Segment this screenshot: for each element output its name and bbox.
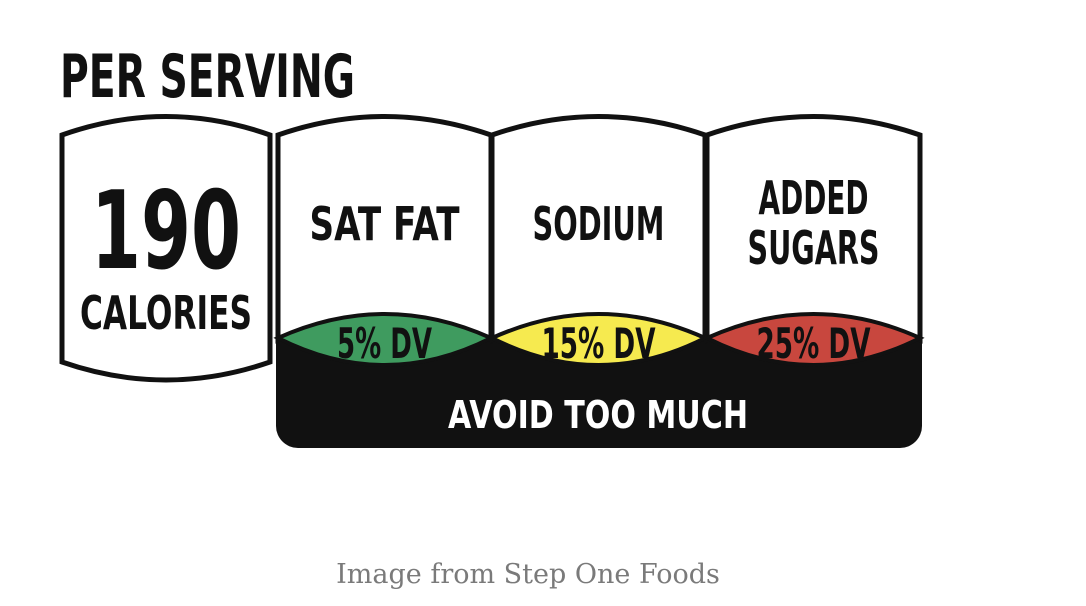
calories-value: 190: [91, 169, 241, 294]
dv-label: 25% DV: [757, 319, 871, 368]
label-title: PER SERVING: [60, 42, 355, 112]
nutrient-name: SUGARS: [748, 221, 880, 275]
nutrient-name: SAT FAT: [310, 197, 460, 251]
nutrient-name: ADDED: [759, 171, 869, 225]
calories-label: CALORIES: [80, 286, 252, 340]
dv-label: 15% DV: [542, 319, 656, 368]
dv-badge: [702, 312, 925, 367]
nutrient-name: SODIUM: [533, 197, 665, 251]
calories-panel: [59, 114, 273, 383]
dv-label: 5% DV: [337, 319, 432, 368]
warning-text: AVOID TOO MUCH: [448, 393, 748, 437]
image-caption: Image from Step One Foods: [336, 559, 720, 590]
